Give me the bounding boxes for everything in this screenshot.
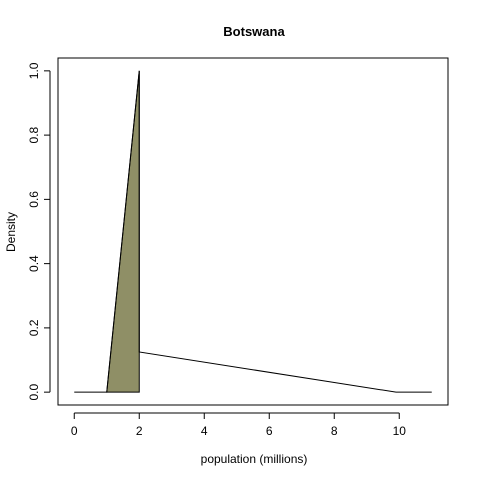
x-tick-label: 6 [266,424,273,438]
x-axis: 0 2 4 6 8 10 [71,412,407,438]
chart-title: Botswana [223,24,285,39]
y-tick-label: 0.8 [27,126,41,143]
y-tick-label: 0.0 [27,383,41,400]
y-axis-label: Density [4,212,18,252]
y-tick-label: 0.4 [27,255,41,272]
density-line [74,70,432,393]
x-tick-label: 10 [393,424,407,438]
y-tick-label: 0.2 [27,319,41,336]
x-tick-label: 4 [201,424,208,438]
y-tick-label: 1.0 [27,62,41,79]
y-axis: 0.0 0.2 0.4 0.6 0.8 1.0 [27,62,51,400]
x-tick-label: 2 [136,424,143,438]
x-tick-label: 0 [71,424,78,438]
y-tick-label: 0.6 [27,191,41,208]
x-axis-label: population (millions) [201,452,308,466]
plot-layer [74,70,432,393]
plot-frame [57,57,449,406]
x-tick-label: 8 [331,424,338,438]
